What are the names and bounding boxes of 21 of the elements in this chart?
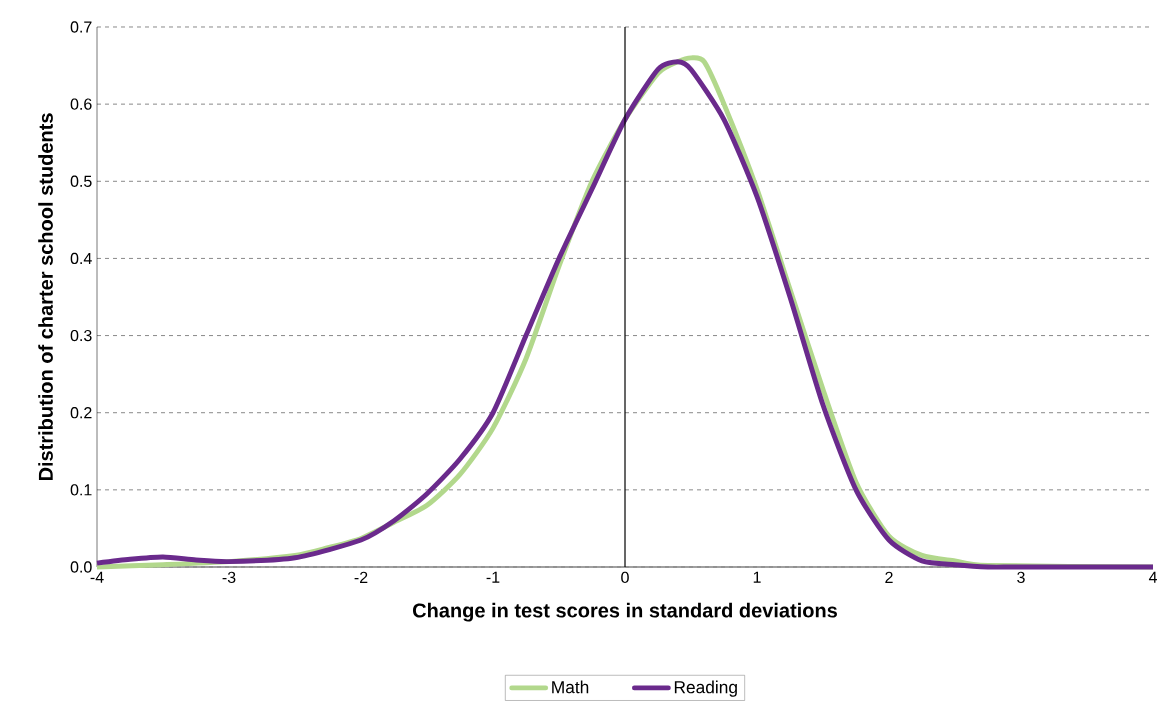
y-tick-label: 0.0 [70, 561, 92, 573]
y-tick-label: 0.6 [70, 98, 92, 110]
x-tick-label: -1 [486, 571, 500, 583]
x-tick-label: 2 [885, 571, 893, 583]
y-tick-label: 0.1 [70, 484, 92, 496]
x-tick-label: 1 [753, 571, 761, 583]
x-axis-title: Change in test scores in standard deviations [412, 602, 837, 622]
y-tick-label: 0.4 [70, 252, 92, 265]
x-tick-label: -4 [90, 571, 104, 583]
y-tick-label: 0.5 [70, 175, 92, 187]
y-tick-label: 0.7 [70, 21, 92, 33]
y-tick-label: 0.3 [70, 329, 92, 342]
x-tick-label: 4 [1148, 571, 1157, 583]
x-tick-label: -3 [222, 571, 236, 584]
legend-label: Math [552, 680, 589, 694]
x-tick-label: -2 [354, 571, 368, 583]
y-axis-title: Distribution of charter school students [38, 113, 53, 481]
y-tick-label: 0.2 [70, 407, 92, 419]
x-tick-label: 3 [1017, 571, 1025, 584]
x-tick-label: 0 [621, 571, 629, 584]
legend-label: Reading [674, 680, 737, 697]
